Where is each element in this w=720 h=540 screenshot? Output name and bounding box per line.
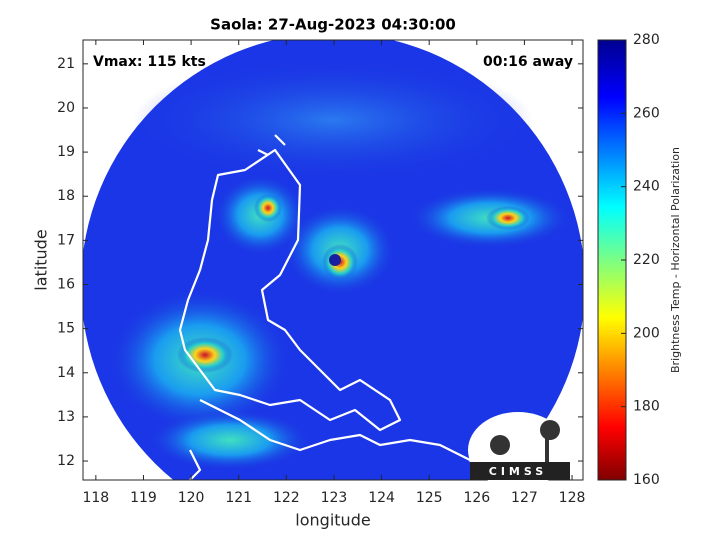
y-tick-label: 15 bbox=[57, 321, 75, 337]
colorbar-tick-label: 240 bbox=[633, 179, 660, 195]
x-tick-label: 122 bbox=[273, 490, 300, 506]
x-tick-label: 124 bbox=[368, 490, 395, 506]
imagery bbox=[83, 40, 583, 480]
annotation: Vmax: 115 kts bbox=[93, 54, 206, 70]
logo-text: CIMSS bbox=[489, 465, 547, 478]
x-tick-label: 127 bbox=[511, 490, 538, 506]
x-axis-label: longitude bbox=[295, 511, 370, 530]
colorbar-tick-label: 160 bbox=[633, 472, 660, 488]
x-tick-label: 118 bbox=[82, 490, 109, 506]
y-tick-label: 21 bbox=[57, 56, 75, 72]
x-tick-label: 123 bbox=[321, 490, 348, 506]
colorbar-tick-label: 260 bbox=[633, 105, 660, 121]
x-tick-label: 121 bbox=[225, 490, 252, 506]
x-tick-label: 119 bbox=[130, 490, 157, 506]
x-tick-label: 120 bbox=[178, 490, 205, 506]
colorbar-tick-label: 180 bbox=[633, 399, 660, 415]
colorbar-label: Brightness Temp - Horizontal Polarizatio… bbox=[669, 147, 682, 373]
y-tick-label: 13 bbox=[57, 409, 75, 425]
colorbar-tick-label: 280 bbox=[633, 32, 660, 48]
colorbar-tick-label: 220 bbox=[633, 252, 660, 268]
y-tick-label: 17 bbox=[57, 232, 75, 248]
x-tick-label: 125 bbox=[416, 490, 443, 506]
y-tick-label: 14 bbox=[57, 365, 75, 381]
y-tick-label: 18 bbox=[57, 188, 75, 204]
x-tick-label: 128 bbox=[559, 490, 586, 506]
plot-frame bbox=[82, 39, 584, 481]
y-tick-label: 12 bbox=[57, 453, 75, 469]
logo: CIMSS bbox=[468, 412, 570, 488]
y-tick-label: 20 bbox=[57, 100, 75, 116]
y-axis-label: latitude bbox=[32, 229, 51, 290]
x-tick-label: 126 bbox=[463, 490, 490, 506]
annotation: 00:16 away bbox=[483, 54, 573, 70]
y-tick-label: 19 bbox=[57, 144, 75, 160]
chart-title: Saola: 27-Aug-2023 04:30:00 bbox=[210, 16, 456, 34]
y-tick-label: 16 bbox=[57, 276, 75, 292]
colorbar-tick-label: 200 bbox=[633, 325, 660, 341]
